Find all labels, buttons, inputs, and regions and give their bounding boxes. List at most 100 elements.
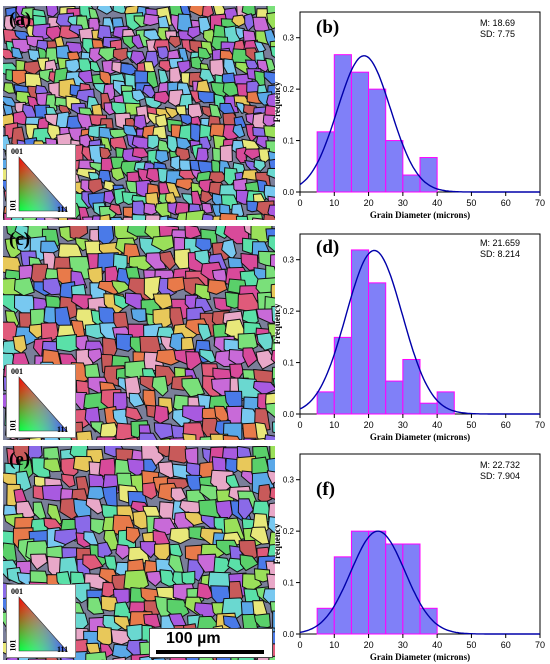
x-tick-label: 70 [535, 640, 545, 650]
stats-box-b: M: 18.69 SD: 7.75 [480, 18, 515, 40]
ipf-label-001: 001 [11, 587, 23, 596]
histogram-bar [333, 556, 352, 635]
y-axis-label: Frequency [272, 303, 282, 344]
grain [235, 146, 248, 164]
grain [155, 149, 170, 164]
grain [164, 106, 179, 119]
grain [131, 200, 147, 218]
grain [32, 501, 47, 520]
x-tick-label: 50 [466, 420, 476, 430]
histogram-bar [419, 607, 438, 635]
grain [152, 293, 174, 310]
grain [125, 406, 143, 421]
grain [267, 544, 275, 560]
grain [244, 13, 256, 32]
x-tick-label: 50 [466, 198, 476, 208]
grain [12, 334, 28, 354]
grain [88, 178, 104, 194]
ipf-label-001: 001 [11, 147, 23, 156]
grain [145, 570, 163, 587]
ebsd-map-c: (c) 001 101 111 [3, 226, 275, 440]
y-tick-label: 0.2 [283, 85, 295, 94]
grain [115, 543, 131, 560]
ipf-legend-c: 001 101 111 [6, 364, 76, 438]
grain [253, 568, 271, 583]
histogram-bar [333, 336, 352, 415]
grain [197, 90, 215, 104]
grain [103, 529, 121, 551]
x-tick-label: 0 [297, 198, 302, 208]
grain [112, 47, 130, 62]
grain [222, 434, 241, 440]
grain [197, 46, 212, 60]
grain [184, 226, 202, 240]
ebsd-map-a: (a) 001 101 111 [3, 6, 275, 220]
grain [11, 46, 24, 60]
grain [185, 351, 202, 371]
grain [157, 461, 177, 479]
grain [181, 377, 206, 398]
grain [249, 526, 270, 545]
grain [271, 421, 275, 434]
grain [89, 60, 102, 73]
grain [69, 226, 89, 241]
grain [222, 81, 242, 98]
histogram-d: 0 10 20 30 40 50 60 70 0.0 0.1 0.2 0.3 Grain Diamete… [272, 222, 550, 444]
ipf-triangle-fill [18, 376, 68, 432]
grain [130, 50, 146, 66]
histogram-plot-f: 0 10 20 30 40 50 60 70 0.0 0.1 0.2 0.3 Grain Diamete… [272, 453, 545, 662]
y-tick-label: 0.2 [283, 307, 295, 316]
grain [242, 347, 258, 368]
y-tick-label: 0.3 [283, 476, 295, 485]
grain [146, 70, 159, 89]
grain [176, 136, 192, 151]
grain [42, 277, 64, 296]
grain [131, 147, 151, 159]
histogram-bar [385, 140, 404, 193]
grain [271, 305, 275, 323]
grain [132, 510, 152, 530]
histogram-plot-b: 0 10 20 30 40 50 60 70 0.0 0.1 0.2 0.3 Grain Diamete… [272, 11, 545, 220]
grain [263, 71, 275, 85]
grain [219, 212, 239, 220]
grain [185, 209, 206, 220]
grain [251, 217, 264, 220]
grain [84, 323, 105, 340]
ipf-legend-e: 001 101 111 [6, 584, 76, 658]
normal-fit-curve [299, 55, 540, 193]
grain [28, 323, 45, 339]
grain [264, 434, 275, 440]
grain [201, 213, 216, 220]
grain [3, 82, 16, 94]
x-tick-label: 50 [466, 640, 476, 650]
grain [187, 25, 201, 39]
grain [153, 404, 170, 425]
grain [131, 135, 152, 151]
grain [85, 651, 108, 660]
x-tick-label: 30 [398, 198, 408, 208]
grain [266, 470, 275, 485]
histogram-bar [350, 530, 370, 635]
x-tick-label: 40 [432, 640, 442, 650]
y-tick-label: 0.0 [283, 630, 295, 639]
y-axis-label: Frequency [272, 81, 282, 122]
stat-mean: M: 21.659 [480, 238, 521, 248]
grain [197, 323, 212, 342]
histogram-f: 0 10 20 30 40 50 60 70 0.0 0.1 0.2 0.3 Grain Diamete… [272, 442, 550, 664]
grain [3, 95, 18, 108]
grain [87, 596, 105, 615]
grain [267, 235, 275, 253]
stat-sd: SD: 7.75 [480, 29, 516, 39]
panel-label-c: (c) [9, 229, 31, 250]
grain [131, 213, 148, 220]
ipf-triangle-fill [18, 156, 68, 212]
histogram-bar [419, 402, 438, 415]
grain [128, 392, 145, 408]
grain [256, 332, 275, 351]
grain [112, 656, 126, 660]
histogram-bar [316, 607, 335, 635]
histogram-bar [402, 543, 421, 635]
x-tick-label: 0 [297, 640, 302, 650]
ipf-triangle-icon [18, 376, 68, 432]
grain [151, 375, 169, 397]
